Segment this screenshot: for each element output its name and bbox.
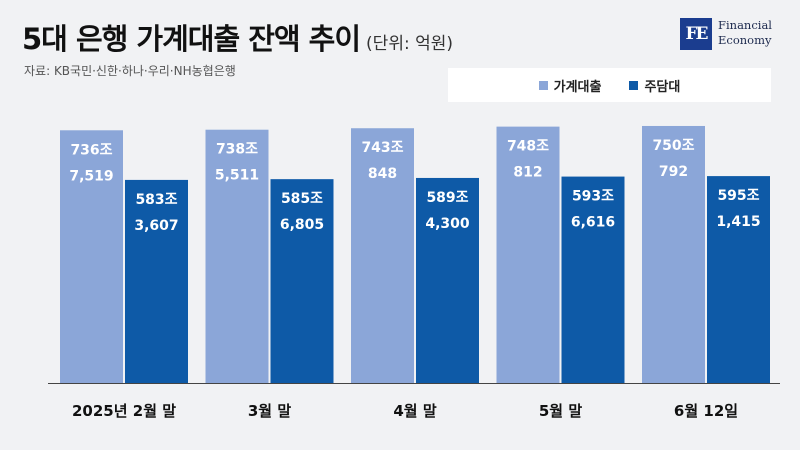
financial-economy-logo: FE Financial Economy [680, 18, 790, 58]
bar-mortgage-2 [416, 177, 479, 383]
value-label-0-3-jo: 748조 [507, 139, 549, 155]
unit-label: (단위: 억원) [366, 34, 454, 54]
value-label-1-4-jo: 595조 [717, 188, 759, 204]
legend: 가계대출 주담대 [448, 68, 771, 102]
chart-title: 5대 은행 가계대출 잔액 추이 (단위: 억원) [22, 16, 453, 58]
value-label-0-4-jo: 750조 [652, 138, 694, 154]
bar-household-3 [496, 126, 560, 383]
logo-line-1: Financial [718, 18, 772, 32]
value-label-1-1-jo: 585조 [281, 191, 323, 207]
value-label-1-3-eok: 6,616 [571, 215, 615, 231]
x-tick-label-1: 3월 말 [248, 402, 291, 420]
value-label-1-3-jo: 593조 [572, 189, 614, 205]
value-label-1-0-jo: 583조 [135, 192, 177, 208]
value-label-0-4-eok: 792 [659, 164, 688, 180]
value-label-0-0-eok: 7,519 [69, 168, 113, 184]
bar-household-1 [205, 129, 269, 383]
legend-label-household: 가계대출 [553, 79, 602, 95]
legend-label-mortgage: 주담대 [644, 79, 681, 95]
logo-text: Financial Economy [718, 18, 772, 48]
bar-household-4 [642, 125, 705, 384]
legend-item-household: 가계대출 [538, 76, 602, 95]
value-label-1-4-eok: 1,415 [716, 214, 760, 230]
chart-header: 5대 은행 가계대출 잔액 추이 (단위: 억원) 자료: KB국민·신한·하나·… [0, 0, 800, 110]
bar-mortgage-3 [561, 176, 625, 383]
legend-swatch-household [538, 80, 548, 90]
bar-mortgage-0 [125, 179, 188, 383]
legend-item-mortgage: 주담대 [629, 76, 680, 95]
value-label-1-0-eok: 3,607 [134, 218, 178, 234]
value-label-0-1-eok: 5,511 [215, 168, 259, 184]
title-text: 5대 은행 가계대출 잔액 추이 [22, 22, 361, 56]
value-label-0-2-eok: 848 [368, 166, 397, 182]
x-tick-label-3: 5월 말 [539, 402, 582, 420]
x-tick-label-4: 6월 12일 [674, 402, 738, 420]
value-label-1-2-eok: 4,300 [425, 216, 470, 232]
bar-household-0 [60, 130, 123, 383]
x-tick-label-0: 2025년 2월 말 [72, 402, 176, 420]
x-tick-label-2: 4월 말 [393, 402, 436, 420]
source-note: 자료: KB국민·신한·하나·우리·NH농협은행 [24, 64, 236, 78]
logo-line-2: Economy [718, 33, 772, 47]
fe-logo-icon: FE [680, 18, 712, 50]
value-label-0-0-jo: 736조 [70, 142, 112, 158]
legend-swatch-mortgage [629, 80, 639, 90]
value-label-1-1-eok: 6,805 [280, 217, 324, 233]
value-label-0-3-eok: 812 [513, 165, 542, 181]
value-label-0-1-jo: 738조 [216, 142, 258, 158]
bar-mortgage-1 [270, 179, 334, 383]
bar-household-2 [351, 128, 414, 383]
value-label-0-2-jo: 743조 [361, 140, 403, 156]
value-label-1-2-jo: 589조 [426, 190, 468, 206]
bar-mortgage-4 [707, 176, 770, 383]
